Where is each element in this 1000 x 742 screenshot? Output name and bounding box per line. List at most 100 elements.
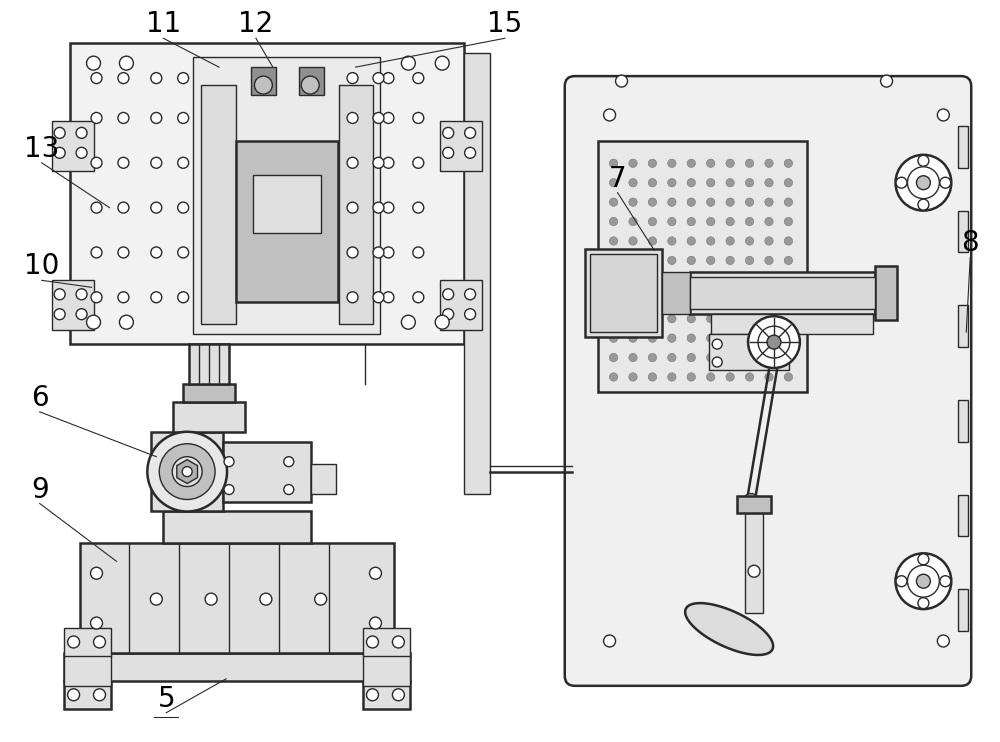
Circle shape <box>668 334 676 342</box>
Circle shape <box>784 315 793 323</box>
Circle shape <box>629 334 637 342</box>
Circle shape <box>784 372 793 381</box>
Circle shape <box>609 237 618 245</box>
Circle shape <box>726 237 734 245</box>
Bar <box>585 249 662 337</box>
Circle shape <box>712 357 722 367</box>
Circle shape <box>94 636 105 648</box>
Circle shape <box>182 467 192 476</box>
Circle shape <box>726 256 734 265</box>
Circle shape <box>743 493 759 510</box>
Circle shape <box>347 202 358 213</box>
Circle shape <box>896 177 907 188</box>
Circle shape <box>765 217 773 226</box>
Circle shape <box>76 128 87 138</box>
Circle shape <box>668 276 676 284</box>
Circle shape <box>726 353 734 362</box>
Circle shape <box>648 334 657 342</box>
Circle shape <box>147 432 227 511</box>
Circle shape <box>767 335 781 349</box>
Text: 5: 5 <box>157 685 175 713</box>
Circle shape <box>707 159 715 168</box>
Circle shape <box>765 334 773 342</box>
Circle shape <box>347 247 358 258</box>
Circle shape <box>629 159 637 168</box>
Circle shape <box>260 593 272 605</box>
Bar <box>690 272 875 314</box>
Circle shape <box>707 179 715 187</box>
Circle shape <box>648 179 657 187</box>
Circle shape <box>443 128 454 138</box>
Circle shape <box>784 179 793 187</box>
Circle shape <box>151 157 162 168</box>
Circle shape <box>896 155 951 211</box>
Bar <box>958 494 968 536</box>
Bar <box>201 85 236 324</box>
Circle shape <box>205 593 217 605</box>
Bar <box>440 121 482 171</box>
Circle shape <box>413 202 424 213</box>
Circle shape <box>373 292 384 303</box>
Circle shape <box>87 56 101 70</box>
Circle shape <box>772 339 782 349</box>
Circle shape <box>443 289 454 300</box>
Circle shape <box>784 198 793 206</box>
Text: 7: 7 <box>609 165 626 193</box>
Circle shape <box>609 256 618 265</box>
Circle shape <box>648 237 657 245</box>
Circle shape <box>784 353 793 362</box>
Circle shape <box>54 309 65 320</box>
Circle shape <box>392 689 404 700</box>
Circle shape <box>758 326 790 358</box>
Circle shape <box>907 167 939 199</box>
Circle shape <box>118 113 129 123</box>
Circle shape <box>609 353 618 362</box>
Circle shape <box>284 456 294 467</box>
Bar <box>711 314 873 334</box>
Circle shape <box>54 128 65 138</box>
Circle shape <box>87 315 101 329</box>
Circle shape <box>629 276 637 284</box>
Circle shape <box>367 689 378 700</box>
Circle shape <box>54 148 65 158</box>
Bar <box>236 141 338 302</box>
Circle shape <box>745 237 754 245</box>
Circle shape <box>118 73 129 84</box>
Circle shape <box>784 334 793 342</box>
Circle shape <box>347 292 358 303</box>
Bar <box>690 278 875 309</box>
Circle shape <box>465 289 476 300</box>
Circle shape <box>687 295 695 303</box>
Text: 13: 13 <box>24 135 59 162</box>
Circle shape <box>369 568 381 580</box>
Circle shape <box>284 485 294 494</box>
Circle shape <box>918 554 929 565</box>
Circle shape <box>745 334 754 342</box>
Circle shape <box>896 576 907 587</box>
Circle shape <box>916 574 930 588</box>
Circle shape <box>687 256 695 265</box>
Bar <box>64 628 111 656</box>
Bar <box>875 266 897 321</box>
Circle shape <box>629 372 637 381</box>
Circle shape <box>178 73 189 84</box>
Circle shape <box>668 237 676 245</box>
Circle shape <box>413 73 424 84</box>
FancyBboxPatch shape <box>565 76 971 686</box>
Circle shape <box>918 155 929 166</box>
Circle shape <box>748 565 760 577</box>
Circle shape <box>383 247 394 258</box>
Circle shape <box>151 202 162 213</box>
Bar <box>64 653 111 686</box>
Circle shape <box>668 198 676 206</box>
Circle shape <box>629 353 637 362</box>
Circle shape <box>687 372 695 381</box>
Circle shape <box>712 339 722 349</box>
Circle shape <box>668 217 676 226</box>
Circle shape <box>367 636 378 648</box>
Circle shape <box>383 292 394 303</box>
Circle shape <box>178 247 189 258</box>
Circle shape <box>726 295 734 303</box>
Polygon shape <box>177 459 198 484</box>
Circle shape <box>745 198 754 206</box>
